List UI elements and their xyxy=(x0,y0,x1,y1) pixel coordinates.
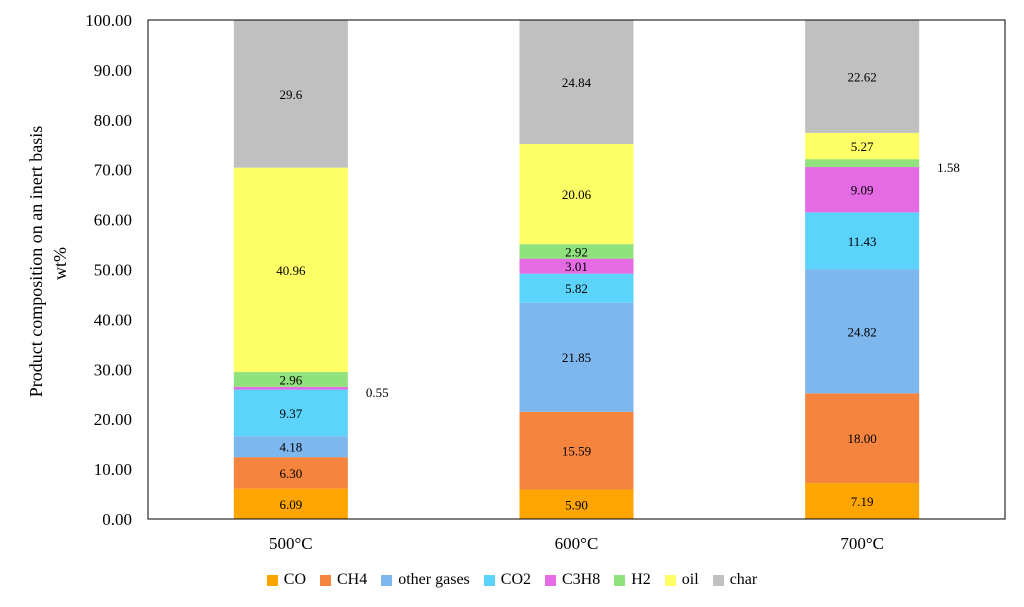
legend-swatch xyxy=(712,574,724,586)
bar-segment-ch4 xyxy=(233,457,348,489)
bar-segment-co2 xyxy=(519,273,634,303)
data-label: 40.96 xyxy=(276,263,306,278)
data-label: 15.59 xyxy=(562,444,591,459)
x-tick-label: 600°C xyxy=(555,534,599,553)
data-label: 21.85 xyxy=(562,350,591,365)
data-label: 5.90 xyxy=(565,497,588,512)
bar-segment-oil xyxy=(233,167,348,373)
bar-segment-co xyxy=(233,488,348,519)
y-axis-tick-labels: 0.00 10.00 20.00 30.00 40.00 50.00 60.00 70.00 8… xyxy=(85,11,132,529)
y-tick-label: 30.00 xyxy=(94,360,132,379)
data-label: 11.43 xyxy=(848,234,877,249)
legend-label: oil xyxy=(681,571,699,588)
bar-segment-co xyxy=(519,489,634,519)
bar-segment-other-gases xyxy=(805,269,920,394)
plot-area-frame xyxy=(147,19,1006,520)
legend-label: CH4 xyxy=(337,571,368,588)
y-tick-label: 80.00 xyxy=(94,111,132,130)
legend-item: C3H8 xyxy=(545,571,600,589)
y-tick-label: 40.00 xyxy=(94,310,132,329)
data-label: 29.6 xyxy=(279,87,302,102)
data-label: 20.06 xyxy=(562,187,592,202)
bar-segment-c3h8 xyxy=(519,258,634,274)
legend-item: CO xyxy=(266,571,306,589)
bar-segment-c3h8 xyxy=(233,386,348,390)
legend-label: CO xyxy=(283,571,306,588)
legend-swatch xyxy=(664,574,676,586)
bar-segment-h2 xyxy=(519,244,634,259)
data-label: 2.92 xyxy=(565,244,588,259)
legend-label: other gases xyxy=(398,571,470,588)
y-tick-label: 70.00 xyxy=(94,161,132,180)
x-tick-label: 500°C xyxy=(269,534,313,553)
bar-segment-other-gases xyxy=(519,302,634,412)
data-label: 22.62 xyxy=(848,69,877,84)
bar-segment-co2 xyxy=(805,212,920,270)
data-label: 7.19 xyxy=(851,494,874,509)
legend-item: CO2 xyxy=(483,571,531,589)
legend-label: C3H8 xyxy=(562,571,601,588)
bar-segment-ch4 xyxy=(805,393,920,484)
chart-axes xyxy=(147,19,1006,520)
bar-segment-c3h8 xyxy=(805,167,920,213)
legend-label: char xyxy=(729,571,758,588)
x-tick-label: 700°C xyxy=(840,534,884,553)
legend-swatch xyxy=(320,574,331,586)
y-tick-label: 50.00 xyxy=(94,261,132,280)
x-axis-tick-labels: 500°C 600°C 700°C xyxy=(269,534,884,553)
chart-legend: CO CH4 other gases CO2 C3H8 H2 oil char xyxy=(0,568,1024,592)
data-label: 6.30 xyxy=(279,466,302,481)
data-labels: 6.09 6.30 4.18 9.37 0.55 2.96 40.96 29.6 5.90 15.… xyxy=(276,69,960,512)
bar-segment-h2 xyxy=(233,372,348,387)
legend-label: H2 xyxy=(631,571,651,588)
data-label: 0.55 xyxy=(366,385,389,400)
bar-segment-co2 xyxy=(233,389,348,437)
bar-segment-oil xyxy=(519,144,634,245)
bar-segment-co xyxy=(805,483,920,519)
bar-stacks xyxy=(233,19,920,519)
data-label: 18.00 xyxy=(848,431,877,446)
y-tick-label: 90.00 xyxy=(94,61,132,80)
y-tick-label: 20.00 xyxy=(94,410,132,429)
data-label: 9.09 xyxy=(851,183,874,198)
data-label: 1.58 xyxy=(937,160,960,175)
bar-segment-char xyxy=(519,20,634,145)
y-tick-label: 0.00 xyxy=(102,510,132,529)
data-label: 5.27 xyxy=(851,139,874,154)
bar-segment-char xyxy=(233,19,348,168)
y-axis-title-line1: Product composition on an inert basis xyxy=(26,126,46,397)
legend-item: oil xyxy=(664,571,699,589)
legend-swatch xyxy=(614,574,626,586)
y-tick-label: 100.00 xyxy=(85,11,132,30)
legend-item: other gases xyxy=(381,571,470,589)
data-label: 24.84 xyxy=(562,75,592,90)
legend-label: CO2 xyxy=(500,571,531,588)
data-label: 3.01 xyxy=(565,259,588,274)
data-label: 5.82 xyxy=(565,281,588,296)
data-label: 2.96 xyxy=(279,372,302,387)
bar-segment-ch4 xyxy=(519,411,634,490)
y-tick-label: 10.00 xyxy=(94,460,132,479)
legend-item: char xyxy=(712,571,758,589)
legend-swatch xyxy=(381,574,393,586)
bar-segment-oil xyxy=(805,132,920,160)
data-label: 9.37 xyxy=(279,406,302,421)
data-label: 24.82 xyxy=(848,324,877,339)
stacked-bar-chart: 0.00 10.00 20.00 30.00 40.00 50.00 60.00 70.00 8… xyxy=(26,11,1006,553)
y-tick-label: 60.00 xyxy=(94,211,132,230)
data-label: 6.09 xyxy=(279,497,302,512)
data-label: 4.18 xyxy=(279,440,302,455)
legend-item: CH4 xyxy=(320,571,367,589)
bar-segment-char xyxy=(805,20,920,133)
legend-swatch xyxy=(545,574,556,586)
legend-item: H2 xyxy=(614,571,651,589)
legend-swatch xyxy=(266,574,278,586)
bar-segment-h2 xyxy=(805,159,920,168)
y-axis-title-line2: wt% xyxy=(50,247,70,280)
legend-swatch xyxy=(483,574,495,586)
bar-segment-other-gases xyxy=(233,436,348,458)
